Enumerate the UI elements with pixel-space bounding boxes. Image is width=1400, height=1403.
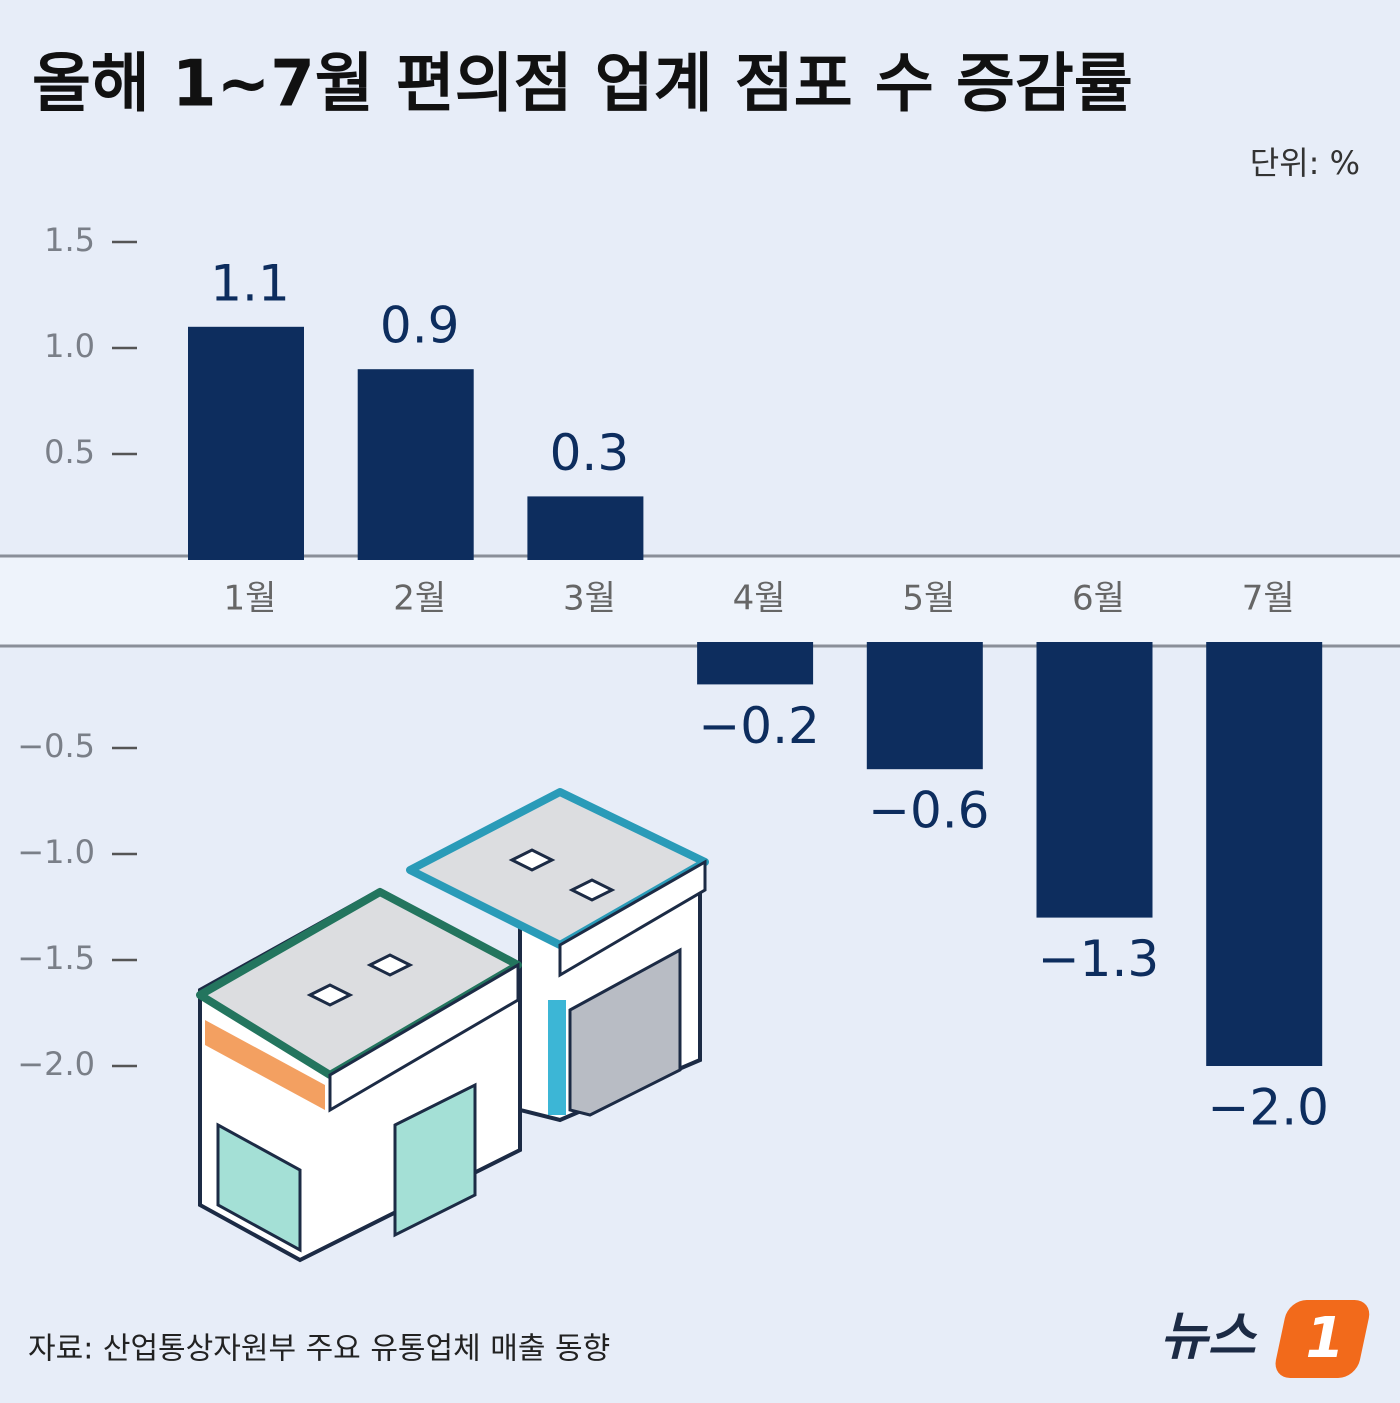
value-label: −2.0	[1207, 1079, 1328, 1137]
bar	[357, 369, 474, 560]
bar	[866, 642, 983, 770]
y-tick-label: −2.0	[17, 1045, 95, 1083]
y-tick-label: −1.0	[17, 833, 95, 871]
x-tick-label: 7월	[1242, 579, 1295, 619]
y-tick-label: −0.5	[17, 727, 95, 765]
zero-band	[0, 556, 1400, 646]
x-tick-label: 3월	[563, 579, 616, 619]
y-tick-label: 0.5	[44, 433, 95, 471]
logo-mark: 1	[1306, 1306, 1345, 1371]
x-tick-label: 6월	[1072, 579, 1125, 619]
x-tick-label: 2월	[393, 579, 446, 619]
y-tick-label: 1.5	[44, 221, 95, 259]
bar	[188, 326, 304, 560]
bar	[1036, 642, 1153, 918]
value-label: 0.3	[550, 424, 630, 482]
bar	[1206, 642, 1323, 1066]
value-label: −1.3	[1038, 930, 1159, 988]
x-tick-label: 4월	[733, 579, 786, 619]
value-label: 1.1	[210, 254, 290, 312]
x-tick-label: 5월	[902, 579, 955, 619]
store-illustration	[196, 788, 709, 1263]
logo-text: 뉴스	[1160, 1307, 1258, 1367]
bar	[697, 642, 814, 685]
value-label: −0.2	[698, 697, 819, 755]
logo-box	[1275, 1300, 1370, 1378]
value-label: −0.6	[868, 782, 989, 840]
bar	[527, 496, 644, 560]
unit-label: 단위: %	[1250, 144, 1360, 182]
chart-title: 올해 1~7월 편의점 업계 점포 수 증감률	[32, 48, 1133, 122]
source-note: 자료: 산업통상자원부 주요 유통업체 매출 동향	[28, 1332, 610, 1367]
value-label: 0.9	[380, 297, 460, 355]
y-tick-label: −1.5	[17, 939, 95, 977]
y-tick-label: 1.0	[44, 327, 95, 365]
x-tick-label: 1월	[224, 579, 277, 619]
